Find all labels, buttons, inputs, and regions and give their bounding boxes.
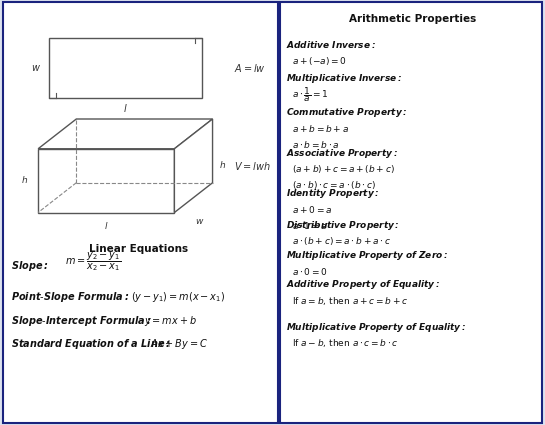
Text: $\bfit{Distributive\ Property:}$: $\bfit{Distributive\ Property:}$ xyxy=(286,219,400,232)
Text: $l$: $l$ xyxy=(104,220,108,231)
Text: w: w xyxy=(32,63,39,73)
Text: $(y - y_1) = m(x - x_1)$: $(y - y_1) = m(x - x_1)$ xyxy=(131,291,225,304)
Text: If $a = b$, then $a + c = b + c$: If $a = b$, then $a + c = b + c$ xyxy=(292,295,408,307)
Polygon shape xyxy=(38,149,174,212)
Text: $(a + b) + c = a + (b + c)$: $(a + b) + c = a + (b + c)$ xyxy=(292,163,395,175)
Text: Arithmetic Properties: Arithmetic Properties xyxy=(349,14,476,24)
Polygon shape xyxy=(174,119,213,212)
FancyBboxPatch shape xyxy=(280,2,542,423)
FancyBboxPatch shape xyxy=(3,2,278,423)
Text: $l$: $l$ xyxy=(123,102,128,114)
Text: $(a \cdot b) \cdot c = a \cdot (b \cdot c)$: $(a \cdot b) \cdot c = a \cdot (b \cdot … xyxy=(292,179,376,191)
Text: $\bfit{Identity\ Property:}$: $\bfit{Identity\ Property:}$ xyxy=(286,187,380,200)
Text: $V = lwh$: $V = lwh$ xyxy=(234,160,271,172)
Text: $a + (-a) = 0$: $a + (-a) = 0$ xyxy=(292,55,347,67)
Text: $\bfit{Standard\ Equation\ of\ a\ Line:}$: $\bfit{Standard\ Equation\ of\ a\ Line:}… xyxy=(11,337,171,351)
Text: $A = lw$: $A = lw$ xyxy=(234,62,266,74)
Bar xyxy=(49,38,202,98)
Text: $a \cdot \dfrac{1}{a} = 1$: $a \cdot \dfrac{1}{a} = 1$ xyxy=(292,85,328,104)
Text: $\bfit{Point\text{-}Slope\ Formula:}$: $\bfit{Point\text{-}Slope\ Formula:}$ xyxy=(11,291,129,304)
Text: $\bfit{Commutative\ Property:}$: $\bfit{Commutative\ Property:}$ xyxy=(286,106,408,119)
Text: $a + b = b + a$: $a + b = b + a$ xyxy=(292,123,349,134)
Text: h: h xyxy=(22,176,27,185)
Text: h: h xyxy=(220,161,225,170)
Text: $y = mx + b$: $y = mx + b$ xyxy=(144,314,197,328)
Text: $a \cdot 1 = a$: $a \cdot 1 = a$ xyxy=(292,220,327,231)
Text: $\bfit{Multiplicative\ Property\ of\ Zero:}$: $\bfit{Multiplicative\ Property\ of\ Zer… xyxy=(286,249,449,261)
Text: w: w xyxy=(195,217,203,227)
Text: $\bfit{Slope:}$: $\bfit{Slope:}$ xyxy=(11,259,49,272)
Text: $\bfit{Multiplicative\ Inverse:}$: $\bfit{Multiplicative\ Inverse:}$ xyxy=(286,72,403,85)
Text: $a \cdot 0 = 0$: $a \cdot 0 = 0$ xyxy=(292,266,328,277)
Text: $a + 0 = a$: $a + 0 = a$ xyxy=(292,204,332,215)
Text: $\bfit{Associative\ Property:}$: $\bfit{Associative\ Property:}$ xyxy=(286,147,398,159)
Text: $\bfit{Additive\ Property\ of\ Equality:}$: $\bfit{Additive\ Property\ of\ Equality:… xyxy=(286,278,440,291)
Text: Linear Equations: Linear Equations xyxy=(89,244,189,254)
Text: $\bfit{Additive\ Inverse:}$: $\bfit{Additive\ Inverse:}$ xyxy=(286,39,376,50)
Text: $Ax + By = C$: $Ax + By = C$ xyxy=(150,337,208,351)
Text: $a \cdot (b + c) = a \cdot b + a \cdot c$: $a \cdot (b + c) = a \cdot b + a \cdot c… xyxy=(292,235,391,247)
Polygon shape xyxy=(38,119,213,149)
Text: $\bfit{Slope\text{-}Intercept\ Formula:}$: $\bfit{Slope\text{-}Intercept\ Formula:}… xyxy=(11,314,151,328)
Text: $\bfit{Multiplicative\ Property\ of\ Equality:}$: $\bfit{Multiplicative\ Property\ of\ Equ… xyxy=(286,321,467,334)
Text: $m = \dfrac{y_2 - y_1}{x_2 - x_1}$: $m = \dfrac{y_2 - y_1}{x_2 - x_1}$ xyxy=(65,250,122,273)
Text: $a \cdot b = b \cdot a$: $a \cdot b = b \cdot a$ xyxy=(292,139,339,150)
Text: If $a - b$, then $a \cdot c = b \cdot c$: If $a - b$, then $a \cdot c = b \cdot c$ xyxy=(292,337,398,349)
